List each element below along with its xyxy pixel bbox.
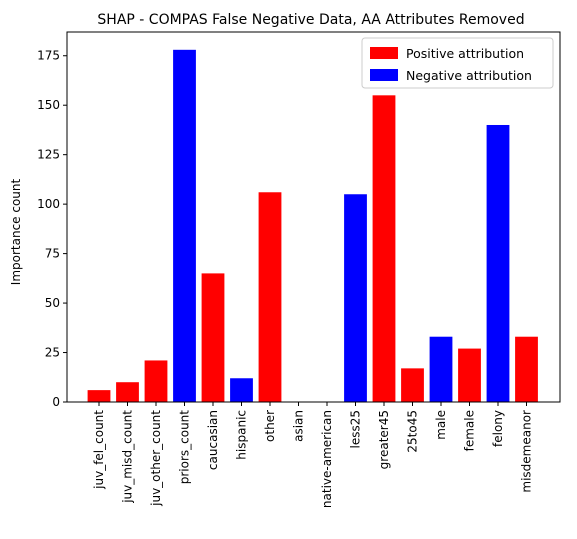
legend-label-positive: Positive attribution [406, 46, 524, 61]
y-tick-label: 0 [52, 395, 60, 409]
x-tick-label: misdemeanor [520, 410, 534, 493]
x-tick-label: juv_other_count [149, 410, 163, 507]
y-tick-label: 25 [45, 346, 60, 360]
x-tick-label: juv_misd_count [121, 410, 135, 504]
x-tick-label: caucasian [206, 410, 220, 470]
x-tick-label: other [263, 410, 277, 442]
bar-caucasian [201, 273, 225, 402]
x-tick-label: less25 [349, 410, 363, 449]
bar-felony [486, 124, 510, 403]
bar-priors_count [173, 49, 196, 403]
bar-male [429, 336, 453, 402]
x-tick-label: male [434, 410, 448, 440]
legend-label-negative: Negative attribution [406, 68, 532, 83]
x-tick-label: 25to45 [406, 410, 420, 453]
y-tick-label: 175 [37, 49, 60, 63]
x-tick-label: asian [292, 410, 306, 442]
x-tick-label: juv_fel_count [92, 410, 106, 490]
y-tick-label: 50 [45, 296, 60, 310]
bar-juv_other_count [144, 360, 168, 402]
x-tick-label: felony [491, 410, 505, 447]
legend: Positive attribution Negative attribution [361, 37, 554, 89]
bar-greater45 [372, 95, 396, 402]
bar-other [258, 192, 282, 402]
y-tick-label: 75 [45, 247, 60, 261]
y-tick-label: 100 [37, 197, 60, 211]
bar-misdemeanor [515, 336, 538, 402]
legend-swatch-negative [370, 69, 398, 81]
x-tick-label: hispanic [235, 410, 249, 460]
bar-hispanic [230, 378, 253, 402]
bar-25to45 [401, 368, 424, 402]
y-tick-label: 150 [37, 98, 60, 112]
legend-swatch-positive [370, 47, 398, 59]
y-tick-label: 125 [37, 148, 60, 162]
bar-less25 [344, 194, 367, 402]
plot-frame [66, 31, 561, 403]
plot-area: juv_fel_count juv_misd_count juv_other_cou… [37, 31, 561, 508]
chart-title: SHAP - COMPAS False Negative Data, AA At… [97, 12, 524, 28]
bar-juv_fel_count [87, 390, 111, 402]
y-axis-label: Importance count [9, 178, 23, 285]
x-tick-label: female [463, 410, 477, 451]
bar-juv_misd_count [116, 382, 139, 402]
x-tick-label: priors_count [178, 410, 192, 485]
x-tick-label: greater45 [377, 410, 391, 469]
x-tick-label: native-american [320, 410, 334, 508]
legend-box [361, 37, 554, 89]
bar-female [458, 348, 481, 402]
